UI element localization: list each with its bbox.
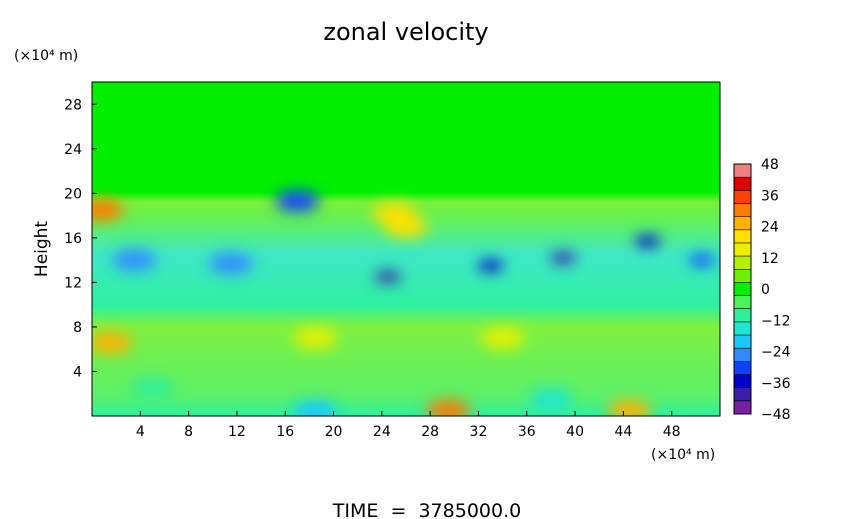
colorbar-swatch: [734, 321, 751, 336]
colorbar-swatch: [734, 242, 751, 257]
colorbar-swatch: [734, 229, 751, 244]
x-tick-label: 36: [518, 424, 536, 440]
velocity-feature: [634, 235, 661, 248]
time-footer: TIME = 3785000.0: [332, 500, 521, 519]
x-tick-label: 4: [136, 424, 145, 440]
x-tick-label: 28: [421, 424, 439, 440]
colorbar-swatch: [734, 295, 751, 310]
velocity-feature: [384, 215, 428, 238]
velocity-feature: [426, 399, 471, 416]
colorbar-tick-label: −24: [761, 345, 791, 361]
y-axis-label: Height: [32, 221, 52, 278]
velocity-feature: [275, 190, 320, 213]
velocity-feature: [92, 199, 124, 222]
velocity-feature: [293, 327, 338, 350]
colorbar-swatch: [734, 335, 751, 349]
velocity-feature: [92, 331, 133, 354]
y-tick-label: 24: [64, 142, 82, 158]
colorbar-swatch: [734, 348, 751, 362]
colorbar-swatch: [734, 374, 751, 389]
x-unit-label: (×10⁴ m): [651, 447, 715, 463]
colorbar-tick-label: −48: [761, 407, 791, 423]
velocity-feature: [550, 251, 576, 264]
velocity-field: [92, 190, 715, 416]
velocity-feature: [688, 254, 715, 267]
colorbar-swatch: [734, 177, 751, 191]
colorbar-swatch: [734, 190, 751, 204]
x-tick-label: 32: [470, 424, 488, 440]
velocity-feature: [208, 252, 253, 275]
x-tick-label: 20: [325, 424, 343, 440]
y-unit-label: (×10⁴ m): [14, 48, 78, 64]
y-tick-label: 12: [64, 275, 82, 291]
velocity-feature: [528, 388, 573, 411]
colorbar-swatch: [734, 308, 751, 323]
x-tick-label: 12: [228, 424, 246, 440]
x-tick-label: 40: [566, 424, 584, 440]
x-tick-label: 16: [276, 424, 294, 440]
colorbar-tick-label: 0: [761, 282, 770, 298]
velocity-feature: [293, 400, 338, 416]
colorbar-tick-label: 36: [761, 188, 779, 204]
colorbar-swatch: [734, 361, 751, 376]
colorbar-tick-label: −12: [761, 313, 791, 329]
velocity-feature: [480, 327, 525, 350]
velocity-feature: [112, 249, 157, 272]
colorbar-tick-label: 12: [761, 251, 779, 267]
colorbar-swatch: [734, 400, 751, 415]
chart-title: zonal velocity: [323, 18, 488, 46]
x-tick-label: 44: [614, 424, 632, 440]
plot-frame: [91, 81, 721, 417]
y-tick-label: 16: [64, 231, 82, 247]
colorbar-tick-label: 48: [761, 157, 779, 173]
colorbar-swatch: [734, 164, 751, 178]
y-axis: 4 8 12 16 20 24 28: [64, 97, 97, 380]
y-tick-label: 8: [73, 320, 82, 336]
y-tick-label: 28: [64, 97, 82, 113]
x-tick-label: 24: [373, 424, 391, 440]
colorbar-swatch: [734, 269, 751, 283]
x-tick-label: 48: [663, 424, 681, 440]
colorbar-swatch: [734, 387, 751, 402]
velocity-feature: [374, 270, 401, 283]
colorbar-tick-label: 24: [761, 220, 779, 236]
x-tick-label: 8: [184, 424, 193, 440]
velocity-feature: [130, 377, 175, 400]
colorbar-swatch: [734, 216, 751, 231]
colorbar-swatch: [734, 282, 751, 297]
x-axis: 4 8 12 16 20 24 28 32 36 40 44 48: [136, 411, 681, 440]
plot-background: [92, 82, 720, 416]
colorbar-swatch: [734, 256, 751, 270]
y-tick-label: 4: [73, 364, 82, 380]
plot-area: [92, 82, 720, 416]
colorbar: 48 36 24 12 0 −12 −24 −36 −48: [733, 157, 791, 423]
colorbar-frame: [733, 163, 752, 415]
velocity-feature: [607, 399, 652, 416]
velocity-feature: [477, 259, 504, 272]
y-tick-label: 20: [64, 186, 82, 202]
colorbar-swatch: [734, 203, 751, 218]
colorbar-tick-label: −36: [761, 376, 791, 392]
